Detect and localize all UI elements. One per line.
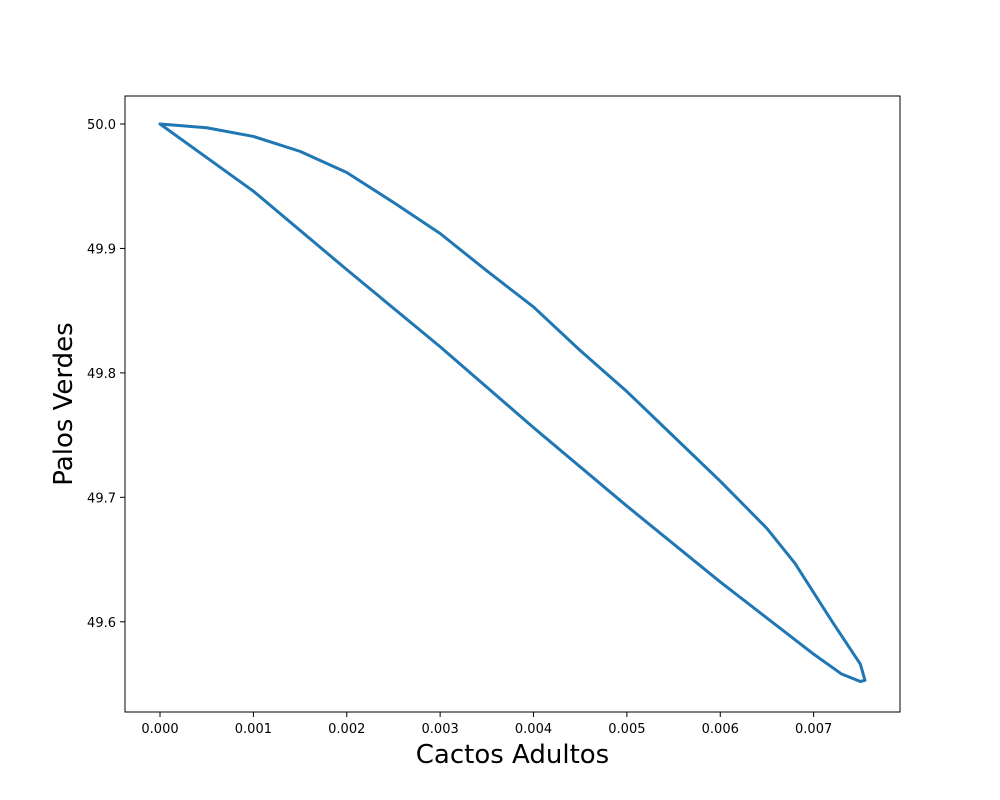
plot-frame xyxy=(124,95,901,713)
x-axis-ticks: 0.000 0.001 0.002 0.003 0.004 0.005 0.006 0.007 xyxy=(141,712,832,737)
y-axis-title: Palos Verdes xyxy=(49,322,79,485)
y-tick-label: 49.8 xyxy=(87,367,116,382)
x-tick-label: 0.007 xyxy=(795,722,832,737)
y-tick-label: 49.7 xyxy=(87,491,116,506)
x-axis-title: Cactos Adultos xyxy=(416,740,609,770)
x-tick-label: 0.006 xyxy=(702,722,739,737)
y-tick-label: 49.9 xyxy=(87,242,116,257)
x-tick-label: 0.000 xyxy=(141,722,178,737)
y-axis-ticks: 49.6 49.7 49.8 49.9 50.0 xyxy=(87,118,125,631)
series-line xyxy=(158,122,867,684)
y-tick-label: 50.0 xyxy=(87,118,116,133)
x-tick-label: 0.002 xyxy=(328,722,365,737)
y-tick-label: 49.6 xyxy=(87,616,116,631)
x-tick-label: 0.004 xyxy=(515,722,552,737)
x-tick-label: 0.003 xyxy=(422,722,459,737)
x-tick-label: 0.005 xyxy=(608,722,645,737)
x-tick-label: 0.001 xyxy=(235,722,272,737)
